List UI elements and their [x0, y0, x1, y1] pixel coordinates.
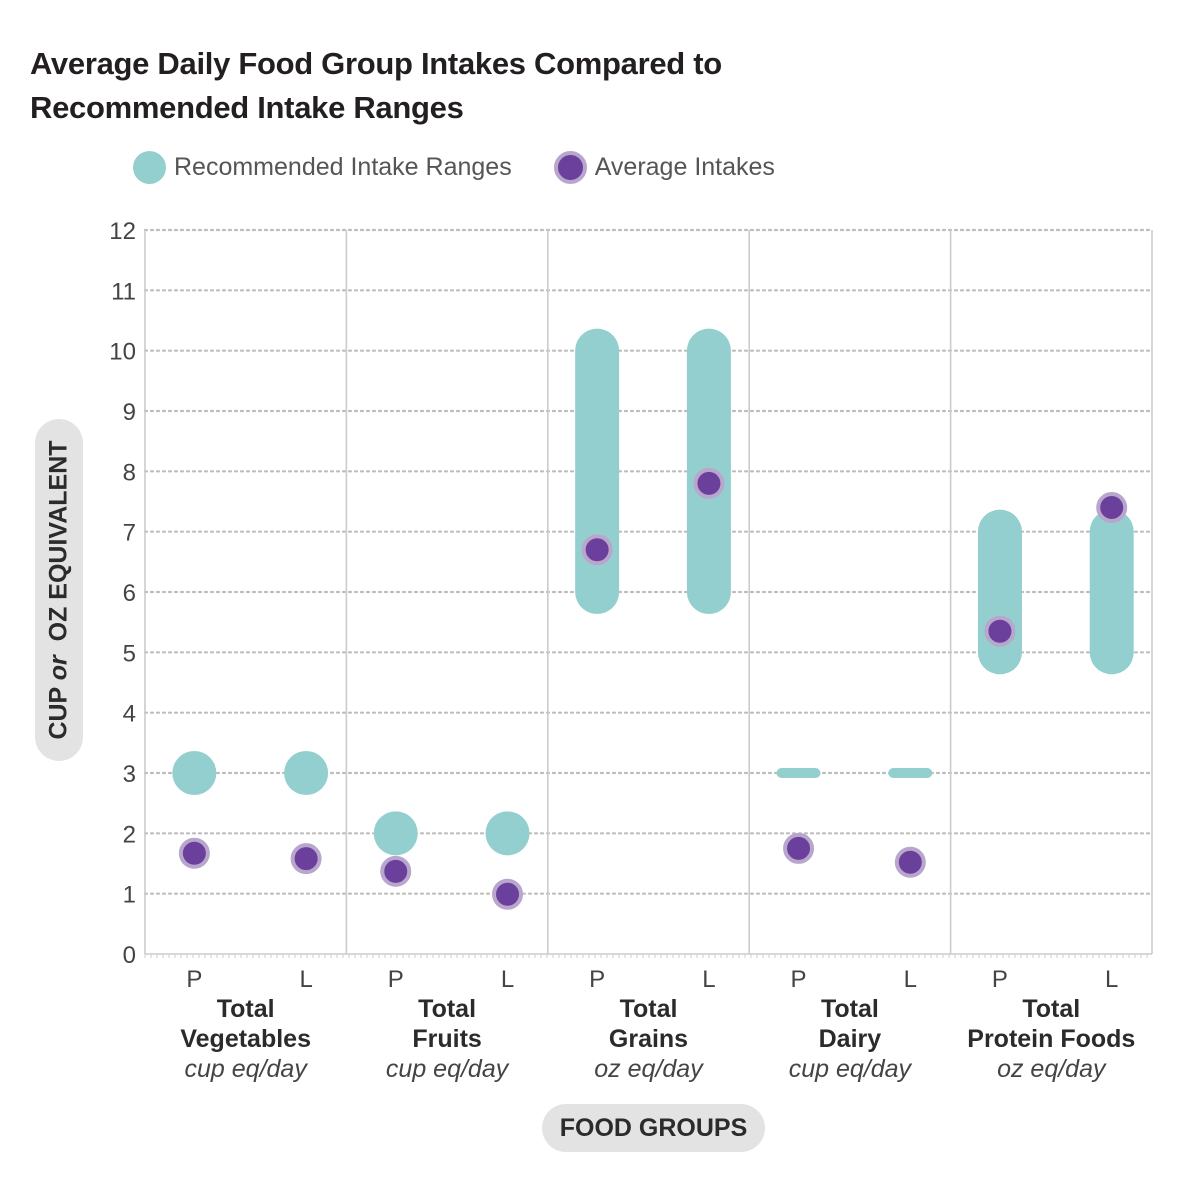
subgroup-label: L [702, 966, 715, 993]
average-dot-vegetables-L [290, 843, 322, 875]
group-name-line: Fruits [412, 1025, 482, 1053]
group-unit: cup eq/day [184, 1055, 307, 1083]
range-bar-vegetables-L [284, 751, 329, 795]
group-label: Total Vegetables cup eq/day [146, 994, 346, 1084]
legend-label-average: Average Intakes [594, 152, 775, 181]
group-unit: oz eq/day [997, 1055, 1106, 1083]
y-tick-label: 2 [123, 821, 136, 848]
group-name-line: Total [619, 995, 678, 1023]
range-bar-dairy-P [776, 768, 821, 778]
range-bar-fruits-L [485, 811, 530, 856]
subgroup-label: P [589, 966, 605, 993]
group-label: Total Grains oz eq/day [549, 994, 749, 1084]
range-bar-dairy-L [888, 768, 933, 778]
average-dot-grains-P [581, 534, 613, 566]
average-dot-protein-foods-L [1096, 492, 1128, 524]
y-tick-label: 5 [123, 640, 136, 667]
average-dot-dairy-P [783, 832, 815, 864]
group-label: Total Dairy cup eq/day [750, 994, 950, 1084]
y-tick-label: 9 [123, 399, 136, 426]
group-name-line: Protein Foods [967, 1025, 1136, 1053]
y-tick-label: 10 [109, 339, 136, 366]
subgroup-label: L [1105, 966, 1118, 993]
group-unit: cup eq/day [788, 1055, 912, 1083]
group-name-line: Total [216, 995, 275, 1023]
y-tick-label: 8 [123, 459, 136, 486]
legend-item-average: Average Intakes [553, 150, 775, 184]
subgroup-label: P [791, 966, 807, 993]
chart-title-line-2: Recommended Intake Ranges [30, 90, 464, 125]
range-swatch-icon [133, 150, 166, 184]
y-tick-label: 7 [123, 520, 136, 547]
group-name-line: Total [820, 995, 879, 1023]
x-axis-label: FOOD GROUPS [542, 1104, 765, 1152]
range-bar-protein-foods-P [977, 509, 1022, 675]
average-dot-fruits-L [492, 878, 524, 910]
group-label: Total Protein Foods oz eq/day [951, 994, 1151, 1084]
subgroup-label: L [904, 966, 917, 993]
y-tick-label: 11 [111, 278, 136, 305]
range-bar-protein-foods-L [1089, 509, 1134, 675]
legend-label-range: Recommended Intake Ranges [174, 152, 512, 181]
chart-title: Average Daily Food Group Intakes Compare… [30, 42, 930, 130]
range-bar-vegetables-P [172, 751, 217, 795]
range-bar-grains-P [575, 328, 620, 614]
average-dot-fruits-P [380, 855, 412, 887]
group-unit: cup eq/day [385, 1055, 509, 1083]
legend-item-range: Recommended Intake Ranges [133, 150, 512, 184]
y-tick-label: 1 [123, 882, 136, 909]
average-dot-protein-foods-P [984, 615, 1016, 647]
subgroup-label: P [186, 966, 202, 993]
subgroup-label: L [501, 966, 514, 993]
group-label: Total Fruits cup eq/day [347, 994, 547, 1084]
group-unit: oz eq/day [594, 1055, 703, 1083]
subgroup-label: P [388, 966, 404, 993]
chart-title-line-1: Average Daily Food Group Intakes Compare… [30, 46, 722, 81]
group-name-line: Vegetables [180, 1025, 311, 1053]
range-bar-fruits-P [373, 811, 418, 856]
y-tick-label: 6 [123, 580, 136, 607]
average-dot-icon [553, 150, 587, 184]
subgroup-label: P [992, 966, 1008, 993]
y-tick-label: 4 [123, 701, 136, 728]
group-name-line: Total [1022, 995, 1081, 1023]
average-dot-dairy-L [894, 846, 926, 878]
group-name-line: Dairy [818, 1025, 882, 1053]
group-name-line: Grains [608, 1025, 689, 1053]
y-tick-label: 3 [123, 761, 136, 788]
subgroup-label: L [299, 966, 312, 993]
y-tick-label: 12 [109, 218, 136, 245]
legend: Recommended Intake Ranges Average Intake… [133, 150, 817, 184]
y-tick-label: 0 [123, 942, 136, 969]
average-dot-vegetables-P [178, 837, 210, 869]
group-name-line: Total [418, 995, 477, 1023]
average-dot-grains-L [693, 467, 725, 499]
y-axis-label-pill [35, 419, 83, 761]
